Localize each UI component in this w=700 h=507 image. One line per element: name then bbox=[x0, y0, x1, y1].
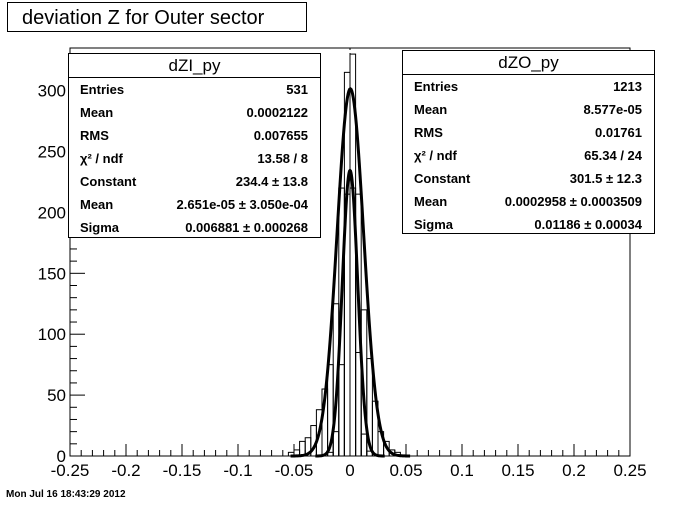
stats-row: Mean 2.651e-05 ± 3.050e-04 bbox=[69, 193, 320, 216]
x-tick-label: 0.2 bbox=[562, 461, 586, 480]
stats-value: 8.577e-05 bbox=[583, 102, 642, 117]
stats-value: 13.58 / 8 bbox=[257, 151, 308, 166]
histogram-bin bbox=[332, 431, 340, 457]
stats-title: dZI_py bbox=[69, 54, 320, 78]
stats-rows: Entries 531 Mean 0.0002122 RMS 0.007655 χ² / n… bbox=[69, 78, 320, 239]
timestamp: Mon Jul 16 18:43:29 2012 bbox=[6, 489, 126, 500]
stats-value: 65.34 / 24 bbox=[584, 148, 642, 163]
x-tick-label: 0 bbox=[345, 461, 354, 480]
plot-title: deviation Z for Outer sector bbox=[7, 2, 307, 32]
x-tick-label: -0.15 bbox=[163, 461, 202, 480]
stats-row: Entries 1213 bbox=[403, 75, 654, 98]
x-tick-label: -0.1 bbox=[223, 461, 252, 480]
stats-label: Constant bbox=[80, 174, 137, 189]
stats-row: Entries 531 bbox=[69, 78, 320, 101]
stats-row: Mean 0.0002958 ± 0.0003509 bbox=[403, 190, 654, 213]
stats-label: Entries bbox=[80, 82, 125, 97]
stats-row: Sigma 0.006881 ± 0.000268 bbox=[69, 216, 320, 239]
stats-label: Constant bbox=[414, 171, 471, 186]
y-tick-label: 0 bbox=[57, 447, 66, 466]
stats-value: 0.01761 bbox=[595, 125, 642, 140]
stats-label: χ² / ndf bbox=[80, 151, 123, 166]
stats-row: χ² / ndf 13.58 / 8 bbox=[69, 147, 320, 170]
stats-label: Sigma bbox=[80, 220, 120, 235]
axes: -0.25 -0.2 -0.15 -0.1 -0.05 0 0.05 0.1 0.15 0.2 0.… bbox=[38, 53, 647, 480]
stats-value: 0.007655 bbox=[253, 128, 308, 143]
x-tick-label: -0.05 bbox=[275, 461, 314, 480]
stats-row: Mean 0.0002122 bbox=[69, 101, 320, 124]
stats-label: Entries bbox=[414, 79, 459, 94]
stats-value: 2.651e-05 ± 3.050e-04 bbox=[176, 197, 308, 212]
stats-value: 0.0002122 bbox=[246, 105, 308, 120]
stats-value: 0.01186 ± 0.00034 bbox=[534, 217, 642, 232]
histogram-bin bbox=[338, 364, 345, 457]
stats-rows: Entries 1213 Mean 8.577e-05 RMS 0.01761 χ² / n… bbox=[403, 75, 654, 236]
x-tick-label: 0.05 bbox=[389, 461, 422, 480]
stats-label: Mean bbox=[80, 105, 114, 120]
fit-curves bbox=[290, 86, 411, 458]
x-tick-label: 0.1 bbox=[450, 461, 474, 480]
y-tick-label: 100 bbox=[38, 325, 66, 344]
stats-title: dZO_py bbox=[403, 51, 654, 75]
histogram-bin bbox=[355, 351, 362, 457]
y-tick-label: 300 bbox=[38, 82, 66, 101]
histogram-bin bbox=[360, 433, 368, 457]
stats-value: 0.006881 ± 0.000268 bbox=[185, 220, 308, 235]
stats-row: χ² / ndf 65.34 / 24 bbox=[403, 144, 654, 167]
stats-value: 301.5 ± 12.3 bbox=[569, 171, 642, 186]
x-tick-label: 0.25 bbox=[613, 461, 646, 480]
y-tick-label: 200 bbox=[38, 203, 66, 222]
x-tick-label: 0.15 bbox=[501, 461, 534, 480]
stats-value: 531 bbox=[286, 82, 308, 97]
stats-row: RMS 0.007655 bbox=[69, 124, 320, 147]
x-tick-label: -0.25 bbox=[51, 461, 90, 480]
stats-label: RMS bbox=[80, 128, 109, 143]
stats-row: Constant 234.4 ± 13.8 bbox=[69, 170, 320, 193]
y-tick-label: 50 bbox=[47, 386, 66, 405]
stats-label: Sigma bbox=[414, 217, 454, 232]
stats-box-dzo: dZO_py Entries 1213 Mean 8.577e-05 RMS 0.0176… bbox=[402, 50, 655, 234]
fit-curve-dZI_py bbox=[315, 168, 385, 458]
y-tick-label: 250 bbox=[38, 143, 66, 162]
y-tick-label: 150 bbox=[38, 264, 66, 283]
stats-row: RMS 0.01761 bbox=[403, 121, 654, 144]
x-tick-label: -0.2 bbox=[111, 461, 140, 480]
stats-row: Mean 8.577e-05 bbox=[403, 98, 654, 121]
stats-label: Mean bbox=[414, 194, 448, 209]
stats-value: 0.0002958 ± 0.0003509 bbox=[504, 194, 642, 209]
stats-value: 234.4 ± 13.8 bbox=[235, 174, 308, 189]
stats-label: χ² / ndf bbox=[414, 148, 457, 163]
stats-box-dzi: dZI_py Entries 531 Mean 0.0002122 RMS 0.00765… bbox=[68, 53, 321, 238]
fit-curve-dZO_py bbox=[290, 86, 411, 458]
stats-row: Sigma 0.01186 ± 0.00034 bbox=[403, 213, 654, 236]
stats-label: Mean bbox=[80, 197, 114, 212]
stats-row: Constant 301.5 ± 12.3 bbox=[403, 167, 654, 190]
stats-value: 1213 bbox=[613, 79, 642, 94]
stats-label: RMS bbox=[414, 125, 443, 140]
stats-label: Mean bbox=[414, 102, 448, 117]
